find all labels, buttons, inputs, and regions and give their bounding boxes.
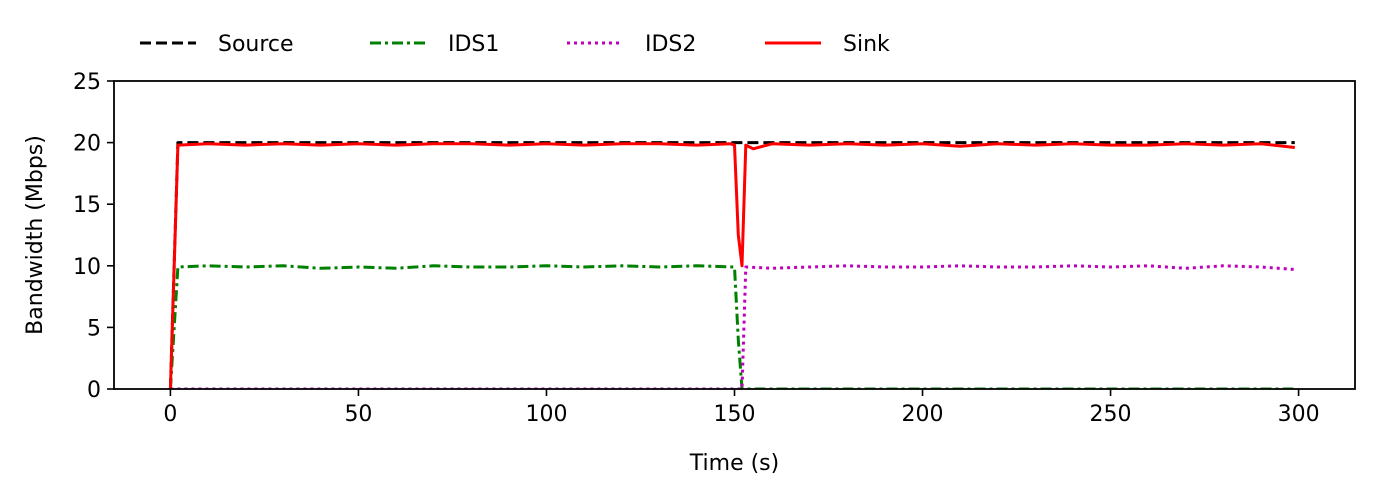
legend-label: Sink — [843, 32, 890, 57]
y-tick-label: 20 — [73, 132, 101, 157]
x-axis-label: Time (s) — [689, 451, 779, 476]
series-layer — [168, 141, 1295, 389]
legend-label: Source — [218, 32, 294, 57]
x-tick-label: 150 — [714, 402, 756, 427]
x-axis: 0 50 100 150 200 250 300 — [163, 389, 1320, 427]
legend-item-source: Source — [140, 32, 294, 57]
y-axis-label: Bandwidth (Mbps) — [23, 135, 48, 335]
legend-label: IDS1 — [448, 32, 499, 57]
x-tick-label: 0 — [163, 402, 177, 427]
x-tick-label: 50 — [344, 402, 372, 427]
y-axis: 0 5 10 15 20 25 — [73, 70, 114, 403]
legend-item-ids1: IDS1 — [370, 32, 499, 57]
x-tick-label: 300 — [1278, 402, 1320, 427]
legend-item-sink: Sink — [765, 32, 890, 57]
series-line-ids2 — [170, 264, 1295, 389]
y-tick-label: 10 — [73, 255, 101, 280]
y-tick-label: 5 — [87, 316, 101, 341]
legend-label: IDS2 — [645, 32, 696, 57]
legend: Source IDS1 IDS2 Sink — [140, 32, 890, 57]
plot-frame — [113, 80, 1356, 390]
legend-item-ids2: IDS2 — [567, 32, 696, 57]
y-tick-label: 25 — [73, 70, 101, 95]
y-tick-label: 15 — [73, 193, 101, 218]
x-tick-label: 250 — [1090, 402, 1132, 427]
series-line-source — [168, 141, 1295, 389]
x-tick-label: 100 — [525, 402, 567, 427]
series-line-sink — [168, 142, 1295, 389]
x-tick-label: 200 — [902, 402, 944, 427]
y-tick-label: 0 — [87, 378, 101, 403]
series-line-ids1 — [168, 264, 1295, 389]
